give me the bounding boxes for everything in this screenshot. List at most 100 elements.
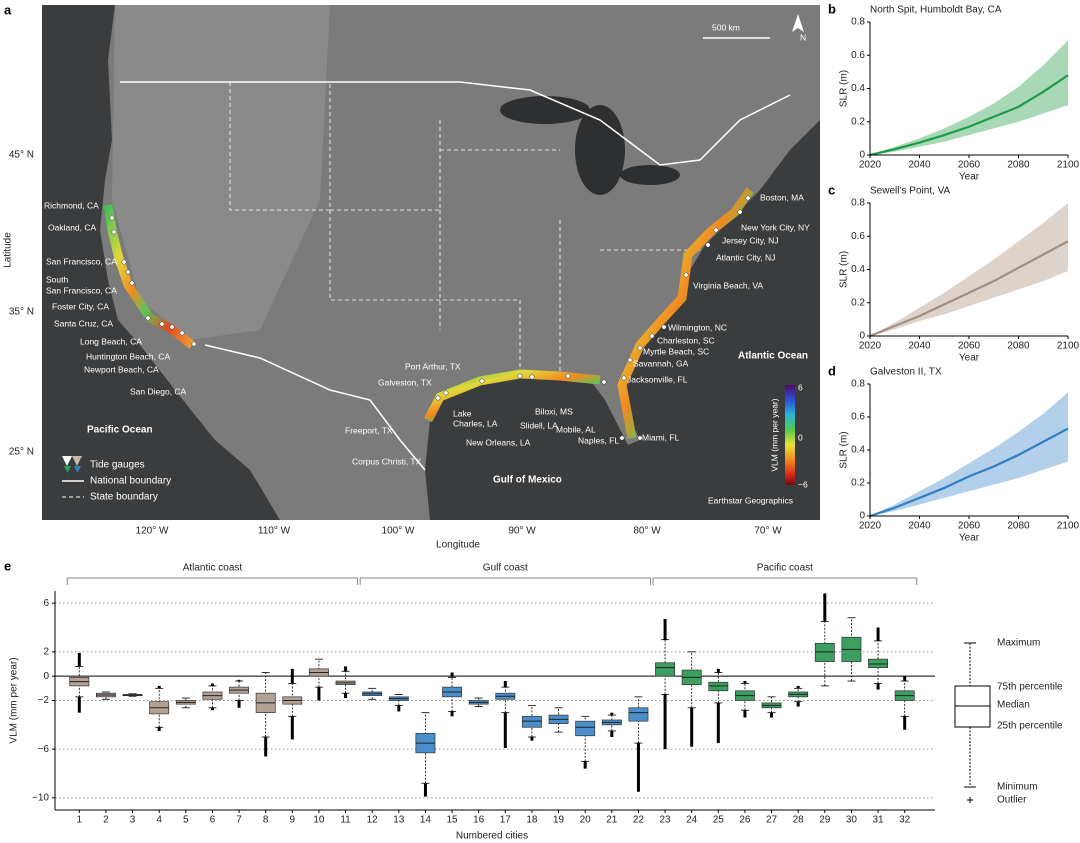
x-tick-label: 21	[606, 815, 618, 826]
x-tick-label: 2040	[908, 341, 931, 352]
x-axis-label: Year	[959, 353, 980, 364]
city-label: Port Arthur, TX	[405, 361, 461, 371]
city-labels: Richmond, CA Oakland, CA San Francisco, CA…	[44, 192, 810, 466]
lat-label: 45° N	[9, 150, 34, 161]
chart-title: North Spit, Humboldt Bay, CA	[870, 5, 1002, 16]
median-line	[869, 74, 1069, 157]
y-tick-label: 0.6	[851, 50, 865, 61]
north-label: N	[800, 32, 806, 42]
city-label: Santa Cruz, CA	[54, 318, 113, 328]
city-label: Virginia Beach, VA	[693, 280, 763, 290]
colorbar-tick: −6	[798, 479, 808, 489]
city-dot	[737, 209, 743, 215]
colorbar	[785, 385, 795, 485]
lon-label: 80° W	[633, 526, 661, 537]
group-label: Gulf coast	[483, 563, 528, 574]
y-tick-label: −6	[38, 744, 50, 755]
box	[522, 715, 542, 728]
city-label: Wilmington, NC	[668, 322, 727, 332]
lon-label: 100° W	[382, 526, 415, 537]
x-axis-label: Year	[959, 533, 980, 544]
key-label: 25th percentile	[997, 721, 1063, 732]
median-line	[869, 427, 1069, 518]
y-tick-label: 0.4	[851, 445, 865, 456]
city-dot	[621, 375, 627, 381]
city-label: New York City, NY	[741, 222, 810, 232]
city-dot	[713, 227, 719, 233]
national-boundary	[204, 344, 426, 471]
x-tick-label: 30	[846, 815, 858, 826]
lat-label: 35° N	[9, 307, 34, 318]
city-dot	[125, 269, 131, 275]
city-dot	[683, 272, 689, 278]
lat-label: 25° N	[9, 447, 34, 458]
city-dot	[191, 341, 197, 347]
map-ylabel: Latitude	[3, 232, 14, 268]
x-tick-label: 2	[103, 815, 109, 826]
x-tick-label: 2060	[958, 160, 981, 171]
credit: Earthstar Geographics	[708, 495, 793, 505]
gauge-symbol	[74, 466, 81, 473]
x-tick-label: 25	[713, 815, 725, 826]
city-dot	[169, 324, 175, 330]
gauge-symbol	[62, 456, 72, 466]
box	[655, 662, 675, 677]
y-tick-label: 0.6	[851, 412, 865, 423]
city-label: San Francisco, CA	[46, 256, 117, 266]
x-tick-label: 32	[899, 815, 911, 826]
group-bracket	[652, 577, 918, 585]
key-label: Outlier	[997, 795, 1027, 806]
x-tick-label: 20	[580, 815, 592, 826]
x-tick-label: 29	[819, 815, 831, 826]
x-tick-label: 2040	[908, 160, 931, 171]
y-tick-label: 0.8	[851, 198, 865, 209]
key-label: Minimum	[997, 782, 1038, 793]
state-boundary	[229, 82, 331, 211]
x-tick-label: 27	[766, 815, 778, 826]
x-tick-label: 4	[156, 815, 162, 826]
lon-label: 90° W	[508, 526, 536, 537]
city-dot	[129, 280, 135, 286]
lake	[500, 96, 590, 124]
city-dot	[109, 215, 115, 221]
lon-label: 110° W	[258, 526, 291, 537]
city-dot	[661, 324, 667, 330]
x-tick-label: 5	[183, 815, 189, 826]
x-tick-label: 14	[420, 815, 432, 826]
city-dots	[109, 195, 751, 441]
x-tick-label: 2040	[908, 521, 931, 532]
key-label: 75th percentile	[997, 682, 1063, 693]
city-label: Boston, MA	[760, 192, 804, 202]
city-dot	[619, 435, 625, 441]
lon-label: 120° W	[136, 526, 169, 537]
ocean-label: Atlantic Ocean	[738, 351, 808, 362]
vlm-coast	[617, 187, 754, 439]
city-label: New Orleans, LA	[466, 437, 531, 447]
legend-label: State boundary	[90, 492, 158, 503]
city-label: South	[46, 274, 68, 284]
box	[814, 642, 835, 662]
chart-title: Galveston II, TX	[870, 367, 942, 378]
city-dot	[601, 379, 607, 385]
y-tick-label: 0.6	[851, 231, 865, 242]
box	[868, 658, 888, 669]
y-tick-label: −10	[32, 792, 49, 803]
y-axis-label: SLR (m)	[839, 431, 850, 468]
x-tick-label: 10	[313, 815, 325, 826]
y-axis-label: SLR (m)	[839, 251, 850, 288]
box	[708, 681, 729, 692]
city-label: Atlantic City, NJ	[716, 252, 775, 262]
gauge-symbol	[64, 466, 71, 473]
x-tick-label: 2080	[1007, 521, 1030, 532]
x-tick-label: 16	[473, 815, 485, 826]
legend-label: National boundary	[90, 476, 171, 487]
x-tick-label: 2100	[1057, 160, 1080, 171]
x-tick-label: 13	[393, 815, 405, 826]
y-tick-label: 0	[859, 331, 865, 342]
x-tick-label: 18	[526, 815, 538, 826]
city-label: Foster City, CA	[52, 301, 109, 311]
box	[628, 707, 649, 722]
city-dot	[517, 373, 523, 379]
x-tick-label: 12	[367, 815, 379, 826]
x-tick-label: 22	[633, 815, 645, 826]
